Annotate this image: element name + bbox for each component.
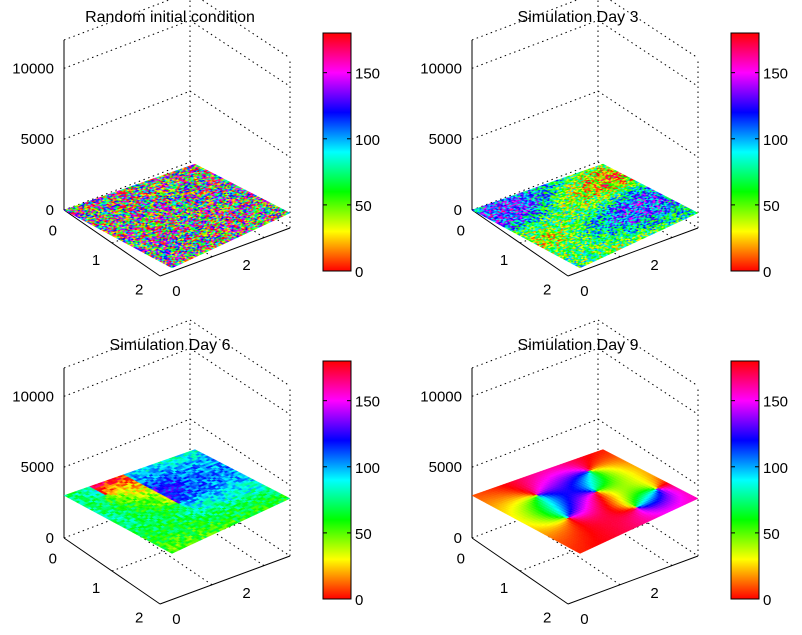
z-tick-label: 10000 <box>12 60 54 77</box>
colorbar-tick-label: 150 <box>355 66 380 83</box>
x-tick-label: 2 <box>242 585 250 602</box>
axes-frame <box>63 0 291 277</box>
colorbar-tick-label: 150 <box>763 394 788 411</box>
colorbar-tick-label: 150 <box>763 66 788 83</box>
z-tick-label: 0 <box>454 530 462 547</box>
z-tick-label: 0 <box>46 530 54 547</box>
colorbar-tick-label: 100 <box>355 132 380 149</box>
subplot-title: Simulation Day 6 <box>110 337 231 354</box>
surface <box>471 449 699 554</box>
colorbar-tick-label: 50 <box>763 526 780 543</box>
z-tick-label: 5000 <box>21 459 54 476</box>
y-tick-label: 1 <box>92 252 100 269</box>
axes-frame <box>471 319 699 605</box>
y-tick-label: 2 <box>543 610 551 627</box>
subplot-title: Simulation Day 3 <box>518 9 639 26</box>
x-tick-label: 2 <box>242 257 250 274</box>
colorbar-tick-label: 100 <box>763 132 788 149</box>
colorbar-tick-label: 0 <box>355 264 363 281</box>
subplot-title: Random initial condition <box>85 9 255 26</box>
z-tick-label: 5000 <box>429 459 462 476</box>
y-tick-label: 2 <box>135 610 143 627</box>
colorbar <box>730 360 760 600</box>
x-tick-label: 0 <box>172 611 180 628</box>
y-tick-label: 0 <box>457 222 465 239</box>
surface <box>63 449 291 554</box>
subplot-4: Simulation Day 9 0 5000 10000 0 1 2 0 2 0 50 100 150 <box>420 319 788 628</box>
colorbar <box>322 360 352 600</box>
y-tick-label: 0 <box>49 550 57 567</box>
colorbar-tick-label: 0 <box>355 592 363 609</box>
z-tick-label: 10000 <box>420 388 462 405</box>
y-tick-label: 1 <box>500 252 508 269</box>
subplot-2: Simulation Day 3 0 5000 10000 0 1 2 0 2 0 50 100 150 <box>420 0 788 300</box>
colorbar-tick-label: 150 <box>355 394 380 411</box>
z-tick-label: 5000 <box>21 131 54 148</box>
z-tick-label: 10000 <box>420 60 462 77</box>
y-tick-label: 2 <box>543 282 551 299</box>
y-tick-label: 1 <box>92 580 100 597</box>
x-tick-label: 0 <box>580 283 588 300</box>
z-tick-label: 0 <box>46 202 54 219</box>
y-tick-label: 2 <box>135 282 143 299</box>
z-tick-label: 10000 <box>12 388 54 405</box>
x-tick-label: 2 <box>650 585 658 602</box>
colorbar-tick-label: 100 <box>355 460 380 477</box>
surface <box>63 163 291 269</box>
colorbar-tick-label: 0 <box>763 592 771 609</box>
colorbar-tick-label: 50 <box>763 198 780 215</box>
x-tick-label: 0 <box>172 283 180 300</box>
axes-frame <box>63 319 291 605</box>
colorbar <box>730 32 760 272</box>
colorbar <box>322 32 352 272</box>
surface <box>471 163 699 269</box>
colorbar-tick-label: 0 <box>763 264 771 281</box>
x-tick-label: 0 <box>580 611 588 628</box>
axes-frame <box>471 0 699 277</box>
colorbar-tick-label: 50 <box>355 526 372 543</box>
subplot-title: Simulation Day 9 <box>518 337 639 354</box>
subplot-1: Random initial condition 0 5000 10000 0 1 2 0 2 0… <box>12 0 380 300</box>
colorbar-tick-label: 100 <box>763 460 788 477</box>
y-tick-label: 1 <box>500 580 508 597</box>
y-tick-label: 0 <box>457 550 465 567</box>
z-tick-label: 0 <box>454 202 462 219</box>
colorbar-tick-label: 50 <box>355 198 372 215</box>
x-tick-label: 2 <box>650 257 658 274</box>
z-tick-label: 5000 <box>429 131 462 148</box>
subplot-3: Simulation Day 6 0 5000 10000 0 1 2 0 2 0 50 100 150 <box>12 319 380 628</box>
y-tick-label: 0 <box>49 222 57 239</box>
